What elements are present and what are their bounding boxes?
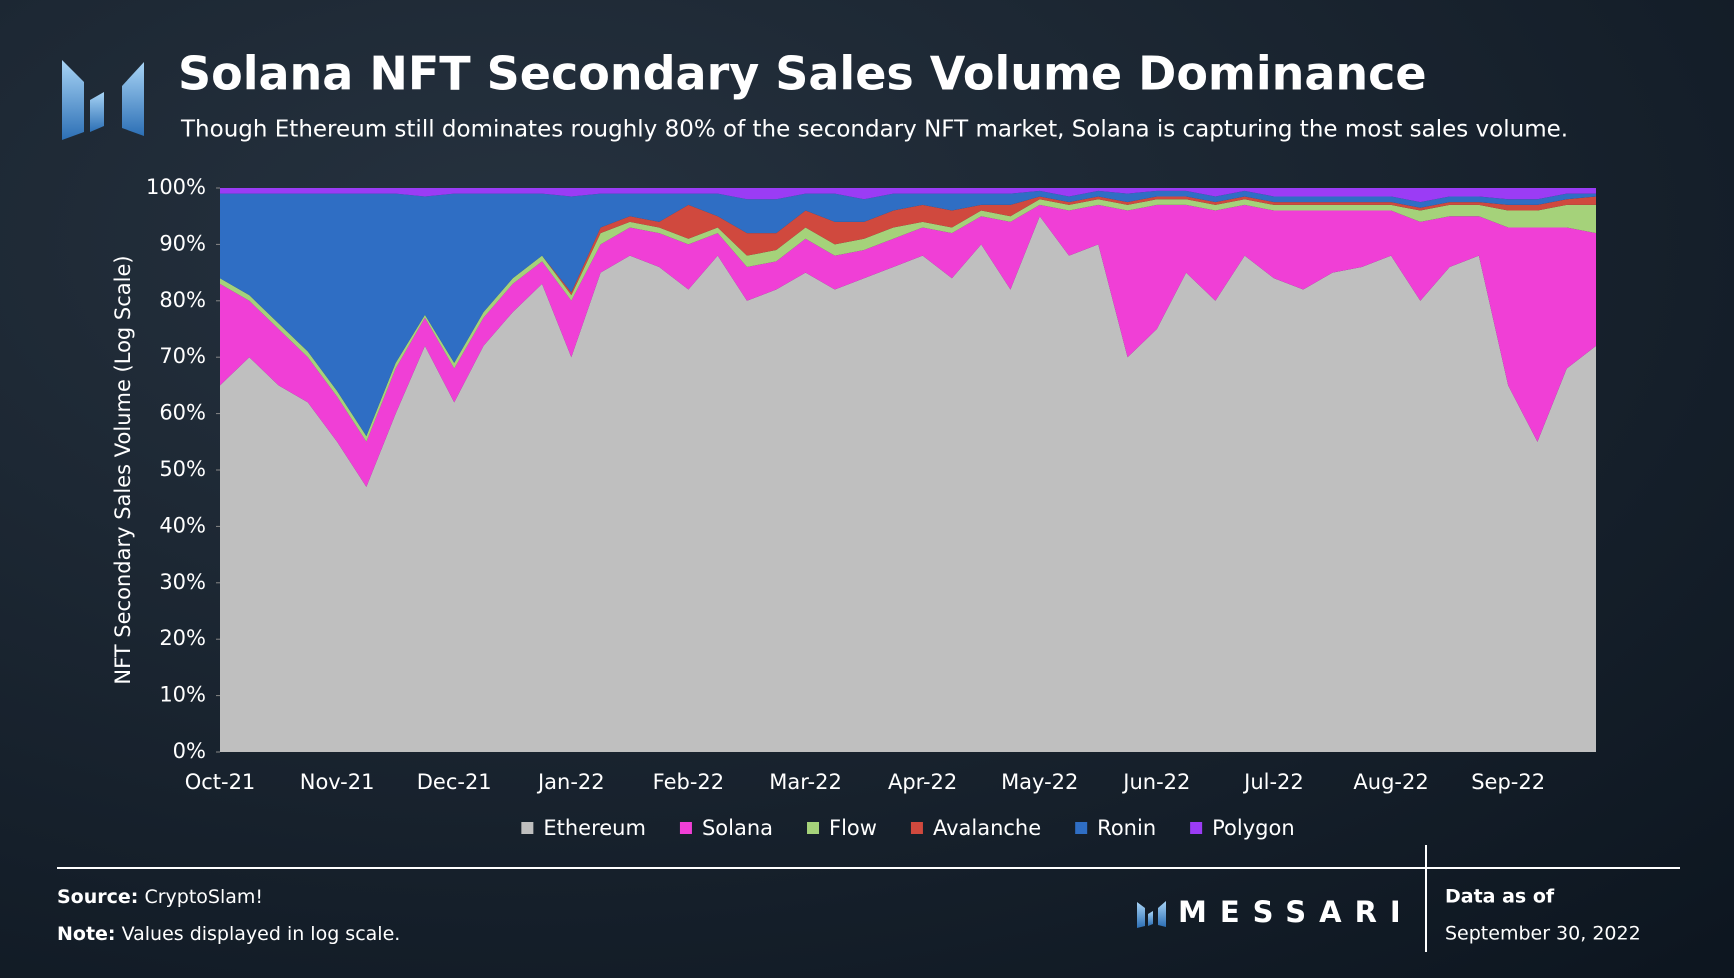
source: Source: CryptoSlam!	[57, 886, 263, 908]
legend-item: Ethereum	[521, 816, 646, 840]
source-label: Source:	[57, 886, 138, 908]
x-tick-label: Apr-22	[888, 770, 957, 794]
area	[220, 190, 1596, 437]
x-tick-label: Jun-22	[1121, 770, 1190, 794]
note-label: Note:	[57, 923, 116, 945]
x-tick-label: Jul-22	[1242, 770, 1304, 794]
legend-label: Flow	[829, 816, 877, 840]
legend-swatch	[910, 822, 923, 834]
y-tick-label: 100%	[146, 175, 206, 199]
y-tick-label: 0%	[173, 739, 206, 763]
y-tick-label: 40%	[159, 513, 206, 537]
x-tick-label: Dec-21	[417, 770, 492, 794]
legend: Ethereum Solana Flow Avalanche Ronin Polygon	[521, 816, 1295, 840]
area	[220, 216, 1596, 752]
x-tick-label: Mar-22	[769, 770, 842, 794]
chart-subtitle: Though Ethereum still dominates roughly …	[180, 117, 1568, 143]
legend-item: Avalanche	[910, 816, 1041, 840]
y-tick-label: 50%	[159, 457, 206, 481]
source-value: CryptoSlam!	[144, 886, 263, 908]
brand: MESSARI	[1178, 895, 1414, 929]
date-label: Data as of	[1445, 886, 1555, 908]
x-tick-label: May-22	[1001, 770, 1078, 794]
legend-item: Polygon	[1190, 816, 1295, 840]
legend-swatch	[807, 822, 820, 834]
legend-item: Solana	[679, 816, 773, 840]
plot: 0% 10% 20% 30% 40% 50% 60% 70% 80% 90% 100% Oct-21 N…	[146, 175, 1596, 794]
area	[220, 188, 1596, 203]
legend-label: Solana	[702, 816, 773, 840]
y-axis-label: NFT Secondary Sales Volume (Log Scale)	[111, 255, 135, 684]
y-tick-label: 30%	[159, 570, 206, 594]
x-tick-label: Aug-22	[1353, 770, 1428, 794]
y-tick-label: 10%	[159, 683, 206, 707]
x-tick-label: Oct-21	[185, 770, 256, 794]
legend-swatch	[679, 822, 692, 834]
area	[220, 204, 1596, 487]
y-tick-label: 60%	[159, 401, 206, 425]
date: September 30, 2022	[1445, 923, 1641, 945]
legend-item: Ronin	[1075, 816, 1156, 840]
legend-swatch	[1190, 822, 1203, 834]
legend-swatch	[1075, 822, 1088, 834]
legend-swatch	[521, 822, 534, 834]
legend-label: Ronin	[1097, 816, 1156, 840]
y-tick-label: 90%	[159, 231, 206, 255]
brand-logo	[1137, 901, 1166, 928]
chart-title: Solana NFT Secondary Sales Volume Domina…	[178, 47, 1427, 101]
legend-label: Polygon	[1212, 816, 1295, 840]
note-value: Values displayed in log scale.	[122, 923, 401, 945]
legend-label: Ethereum	[543, 816, 646, 840]
y-tick-label: 70%	[159, 344, 206, 368]
note: Note: Values displayed in log scale.	[57, 923, 400, 945]
x-tick-label: Feb-22	[653, 770, 724, 794]
legend-item: Flow	[807, 816, 877, 840]
logo	[62, 60, 144, 140]
y-tick-label: 80%	[159, 288, 206, 312]
x-tick-label: Sep-22	[1471, 770, 1545, 794]
legend-label: Avalanche	[933, 816, 1041, 840]
x-tick-label: Nov-21	[300, 770, 375, 794]
y-tick-label: 20%	[159, 626, 206, 650]
x-tick-label: Jan-22	[536, 770, 605, 794]
